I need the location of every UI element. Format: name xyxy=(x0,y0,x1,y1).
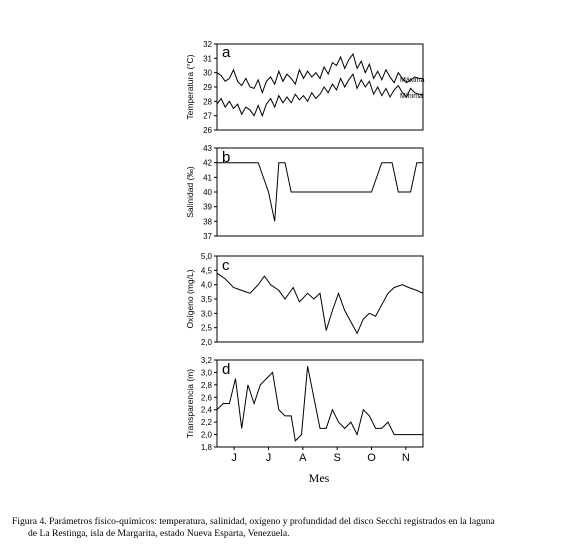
y-tick-label: 26 xyxy=(203,126,212,135)
month-label: A xyxy=(299,452,307,464)
series-label: Máxima xyxy=(400,77,425,84)
month-label: O xyxy=(367,452,376,464)
y-axis-title: Transparencia (m) xyxy=(185,369,195,438)
month-label: J xyxy=(266,452,272,464)
y-tick-label: 2,0 xyxy=(201,431,213,440)
y-tick-label: 4,5 xyxy=(201,266,213,275)
y-tick-label: 2,2 xyxy=(201,418,213,427)
figure-caption: Figura 4. Parámetros físico-químicos: te… xyxy=(12,516,564,540)
y-tick-label: 3,0 xyxy=(201,309,213,318)
y-tick-label: 4,0 xyxy=(201,281,213,290)
month-label: N xyxy=(402,452,410,464)
series-line-a-2 xyxy=(216,72,423,118)
y-tick-label: 3,0 xyxy=(201,368,213,377)
y-tick-label: 2,4 xyxy=(201,406,213,415)
y-axis-title: Salinidad (‰) xyxy=(185,166,195,218)
y-tick-label: 28 xyxy=(203,97,212,106)
y-tick-label: 1,8 xyxy=(201,443,213,452)
panel-letter: b xyxy=(222,149,230,166)
y-tick-label: 42 xyxy=(203,159,212,168)
panel-c: 2,0 2,5 3,0 3,5 4,0 4,5 5,0 Oxígeno (mg/L) c xyxy=(185,252,424,347)
y-tick-label: 32 xyxy=(203,40,212,49)
y-tick-label: 40 xyxy=(203,188,212,197)
caption-line-2: de La Restinga, isla de Margarita, estad… xyxy=(28,528,290,539)
series-line-b-1 xyxy=(217,162,423,222)
y-tick-label: 2,8 xyxy=(201,381,213,390)
panel-b: 37 38 39 40 41 42 43 Salinidad (‰) b xyxy=(185,144,424,241)
x-axis-title: Mes xyxy=(309,471,330,485)
panel-d-frame xyxy=(216,359,424,448)
series-line-d-1 xyxy=(216,366,423,442)
series-line-c-1 xyxy=(216,272,424,335)
y-tick-label: 43 xyxy=(203,144,212,153)
chart-panels: 26 27 28 29 30 31 32 Temperatura (°C) a Máxima Mín… xyxy=(185,40,425,452)
y-tick-label: 41 xyxy=(203,173,212,182)
y-tick-label: 3,2 xyxy=(201,356,213,365)
panel-a: 26 27 28 29 30 31 32 Temperatura (°C) a Máxima Mín… xyxy=(185,40,425,135)
y-tick-label: 5,0 xyxy=(201,252,213,261)
y-tick-label: 27 xyxy=(203,112,212,121)
y-tick-label: 29 xyxy=(203,83,212,92)
panel-c-frame xyxy=(216,255,424,343)
y-axis-title: Temperatura (°C) xyxy=(185,54,195,119)
panel-a-frame xyxy=(216,43,424,131)
y-tick-label: 3,5 xyxy=(201,295,213,304)
panel-letter: a xyxy=(222,44,231,61)
y-tick-label: 39 xyxy=(203,203,212,212)
y-tick-label: 38 xyxy=(203,217,212,226)
y-tick-label: 2,5 xyxy=(201,324,213,333)
y-tick-label: 2,6 xyxy=(201,393,213,402)
y-tick-label: 31 xyxy=(203,54,212,63)
panel-letter: d xyxy=(222,361,230,378)
month-label: S xyxy=(333,452,340,464)
month-label: J xyxy=(231,452,237,464)
caption-line-1: Figura 4. Parámetros físico-químicos: te… xyxy=(12,516,495,527)
series-label: Mínima xyxy=(400,93,423,100)
series-line-a-1 xyxy=(216,52,423,95)
y-tick-label: 37 xyxy=(203,232,212,241)
panel-letter: c xyxy=(222,257,230,274)
y-tick-label: 2,0 xyxy=(201,338,213,347)
y-axis-title: Oxígeno (mg/L) xyxy=(185,269,195,328)
panel-d: 1,8 2,0 2,2 2,4 2,6 2,8 3,0 3,2 Transparencia (m… xyxy=(185,356,424,452)
y-tick-label: 30 xyxy=(203,69,212,78)
